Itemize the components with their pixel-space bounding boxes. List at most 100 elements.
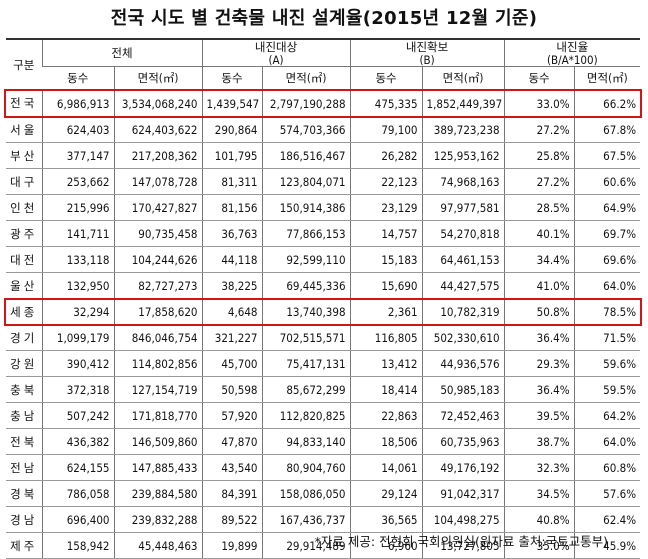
cell-secured-count: 29,124 — [349, 480, 423, 507]
cell-region: 경남 — [6, 506, 42, 533]
cell-rate-area: 62.4% — [573, 506, 641, 533]
header-secured-sub: (B) — [419, 52, 435, 67]
cell-rate-area: 69.6% — [573, 246, 641, 273]
cell-rate-area: 66.2% — [573, 90, 641, 117]
cell-target-area: 574,703,366 — [261, 116, 351, 143]
cell-target-area: 69,445,336 — [261, 272, 351, 299]
cell-target-count: 57,920 — [201, 402, 263, 429]
seismic-design-table: 구분 전체 내진대상 (A) 내진확보 (B) 내진율 (B/A*100) 동수… — [6, 38, 641, 559]
cell-region: 충남 — [6, 402, 42, 429]
cell-secured-count: 13,412 — [349, 350, 423, 377]
table-row: 경기 1,099,179 846,046,754 321,227 702,515,571… — [6, 324, 641, 351]
cell-total-area: 624,403,622 — [113, 116, 203, 143]
cell-target-count: 44,118 — [201, 246, 263, 273]
cell-secured-area: 10,782,319 — [421, 298, 505, 325]
header-secured: 내진확보 (B) — [349, 38, 505, 67]
cell-total-area: 114,802,856 — [113, 350, 203, 377]
cell-secured-area: 389,723,238 — [421, 116, 505, 143]
cell-target-area: 150,914,386 — [261, 194, 351, 221]
cell-secured-count: 22,123 — [349, 168, 423, 195]
cell-region: 울산 — [6, 272, 42, 299]
cell-secured-area: 72,452,463 — [421, 402, 505, 429]
table-row: 충남 507,242 171,818,770 57,920 112,820,825 22,… — [6, 402, 641, 429]
header-target-count: 동수 — [201, 66, 263, 91]
table-row: 광주 141,711 90,735,458 36,763 77,866,153 14,75… — [6, 220, 641, 247]
cell-region: 인천 — [6, 194, 42, 221]
cell-total-count: 436,382 — [41, 428, 114, 455]
cell-rate-count: 34.4% — [503, 246, 575, 273]
header-target-area: 면적(㎡) — [261, 66, 351, 91]
cell-total-count: 32,294 — [41, 298, 114, 325]
cell-total-count: 215,996 — [41, 194, 114, 221]
cell-rate-count: 32.3% — [503, 454, 575, 481]
cell-total-count: 696,400 — [41, 506, 114, 533]
cell-total-count: 507,242 — [41, 402, 114, 429]
cell-target-count: 89,522 — [201, 506, 263, 533]
cell-secured-area: 1,852,449,397 — [421, 90, 505, 117]
header-region: 구분 — [6, 38, 42, 90]
cell-rate-count: 33.0% — [503, 90, 575, 117]
cell-region: 광주 — [6, 220, 42, 247]
cell-region: 강원 — [6, 350, 42, 377]
table-row: 경남 696,400 239,832,288 89,522 167,436,737 36,… — [6, 506, 641, 533]
cell-secured-area: 74,968,163 — [421, 168, 505, 195]
cell-target-area: 75,417,131 — [261, 350, 351, 377]
cell-secured-area: 502,330,610 — [421, 324, 505, 351]
cell-rate-count: 38.7% — [503, 428, 575, 455]
table-body: 전국 6,986,913 3,534,068,240 1,439,547 2,797,1… — [6, 90, 641, 559]
cell-total-count: 624,403 — [41, 116, 114, 143]
cell-total-area: 171,818,770 — [113, 402, 203, 429]
cell-secured-count: 15,690 — [349, 272, 423, 299]
cell-target-count: 36,763 — [201, 220, 263, 247]
cell-total-area: 3,534,068,240 — [113, 90, 203, 117]
cell-rate-count: 25.8% — [503, 142, 575, 169]
cell-rate-area: 78.5% — [573, 298, 641, 325]
header-target-sub: (A) — [268, 52, 284, 67]
cell-target-count: 1,439,547 — [201, 90, 263, 117]
cell-total-count: 132,950 — [41, 272, 114, 299]
cell-total-area: 846,046,754 — [113, 324, 203, 351]
cell-total-area: 82,727,273 — [113, 272, 203, 299]
table-row: 충북 372,318 127,154,719 50,598 85,672,299 18,4… — [6, 376, 641, 403]
cell-total-count: 133,118 — [41, 246, 114, 273]
cell-rate-area: 59.5% — [573, 376, 641, 403]
cell-target-area: 80,904,760 — [261, 454, 351, 481]
cell-total-area: 90,735,458 — [113, 220, 203, 247]
cell-secured-count: 22,863 — [349, 402, 423, 429]
cell-region: 전남 — [6, 454, 42, 481]
cell-rate-count: 50.8% — [503, 298, 575, 325]
table-row: 대구 253,662 147,078,728 81,311 123,804,071 22,… — [6, 168, 641, 195]
cell-target-count: 43,540 — [201, 454, 263, 481]
cell-total-count: 377,147 — [41, 142, 114, 169]
cell-secured-count: 18,414 — [349, 376, 423, 403]
cell-rate-area: 60.6% — [573, 168, 641, 195]
source-note: *자료 제공: 전현희 국회의원실(원자료 출처:국토교통부) — [314, 534, 608, 549]
cell-total-area: 127,154,719 — [113, 376, 203, 403]
cell-target-area: 94,833,140 — [261, 428, 351, 455]
cell-rate-area: 69.7% — [573, 220, 641, 247]
cell-target-count: 290,864 — [201, 116, 263, 143]
cell-secured-area: 60,735,963 — [421, 428, 505, 455]
cell-total-count: 158,942 — [41, 532, 114, 559]
cell-secured-count: 475,335 — [349, 90, 423, 117]
cell-total-area: 170,427,827 — [113, 194, 203, 221]
table-row: 세종 32,294 17,858,620 4,648 13,740,398 2,361 10… — [6, 298, 641, 325]
table-row: 경북 786,058 239,884,580 84,391 158,086,050 29,… — [6, 480, 641, 507]
cell-secured-count: 36,565 — [349, 506, 423, 533]
cell-target-count: 38,225 — [201, 272, 263, 299]
cell-target-count: 19,899 — [201, 532, 263, 559]
header-total: 전체 — [41, 38, 203, 67]
cell-rate-count: 36.4% — [503, 376, 575, 403]
cell-target-count: 50,598 — [201, 376, 263, 403]
cell-rate-count: 39.5% — [503, 402, 575, 429]
cell-target-count: 81,311 — [201, 168, 263, 195]
cell-total-area: 104,244,626 — [113, 246, 203, 273]
cell-total-area: 146,509,860 — [113, 428, 203, 455]
cell-total-count: 372,318 — [41, 376, 114, 403]
header-target: 내진대상 (A) — [201, 38, 351, 67]
cell-secured-area: 44,936,576 — [421, 350, 505, 377]
cell-total-area: 17,858,620 — [113, 298, 203, 325]
cell-rate-count: 41.0% — [503, 272, 575, 299]
cell-target-area: 123,804,071 — [261, 168, 351, 195]
cell-total-count: 141,711 — [41, 220, 114, 247]
